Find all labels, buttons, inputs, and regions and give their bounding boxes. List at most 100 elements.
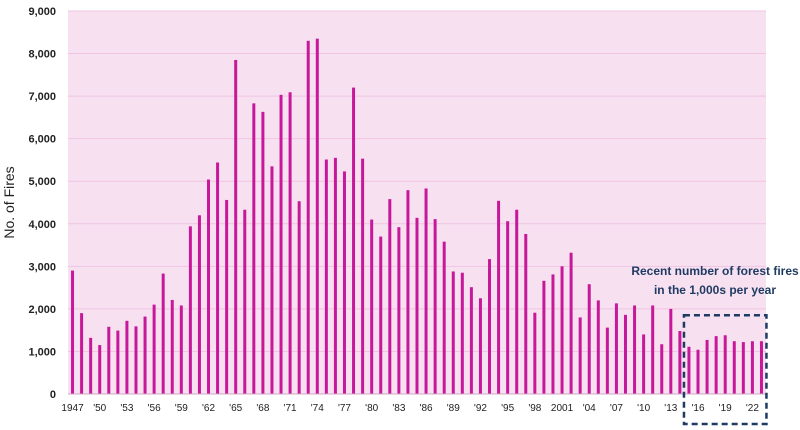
- x-tick-label: '16: [691, 403, 704, 414]
- x-tick-label: '59: [175, 403, 188, 414]
- bar-2003: [578, 317, 582, 394]
- bar-2004: [587, 284, 591, 394]
- bar-1976: [333, 157, 337, 394]
- bar-2021: [741, 342, 745, 394]
- x-tick-label: '83: [392, 403, 405, 414]
- bar-1962: [207, 179, 211, 394]
- y-tick-label: 5,000: [28, 176, 56, 188]
- bar-2022: [750, 341, 754, 394]
- x-tick-label: '04: [583, 403, 596, 414]
- y-axis-tick-labels: 0 1,000 2,000 3,000 4,000 5,000 6,000 7,000 8,00…: [28, 6, 56, 401]
- x-tick-label: '62: [202, 403, 215, 414]
- bar-1974: [315, 38, 319, 394]
- bar-1997: [524, 233, 528, 394]
- bar-1971: [288, 92, 292, 394]
- bar-1956: [152, 304, 156, 394]
- bar-2016: [696, 349, 700, 394]
- bar-1994: [497, 200, 501, 394]
- annotation-line-2: in the 1,000s per year: [654, 283, 776, 297]
- bar-1953: [125, 320, 129, 394]
- x-tick-label: '98: [528, 403, 541, 414]
- bar-1952: [116, 330, 120, 394]
- bar-1990: [460, 272, 464, 394]
- bar-1982: [388, 199, 392, 394]
- x-tick-label: '86: [420, 403, 433, 414]
- bar-1964: [225, 199, 229, 394]
- x-tick-label: '92: [474, 403, 487, 414]
- bar-2013: [669, 308, 673, 394]
- bar-1948: [80, 313, 84, 394]
- bars: [71, 38, 763, 395]
- bar-1965: [234, 59, 238, 394]
- bar-2020: [732, 341, 736, 394]
- x-tick-label: '53: [120, 403, 133, 414]
- x-tick-label: '56: [148, 403, 161, 414]
- bar-1961: [197, 215, 201, 394]
- y-axis-title: No. of Fires: [1, 166, 17, 238]
- bar-1995: [506, 221, 510, 394]
- bar-1950: [98, 345, 102, 394]
- bar-2015: [687, 346, 691, 394]
- bar-1985: [415, 217, 419, 394]
- x-tick-label: '65: [229, 403, 242, 414]
- y-tick-label: 9,000: [28, 6, 56, 18]
- bar-1987: [433, 219, 437, 394]
- bar-1975: [324, 159, 328, 394]
- bar-1954: [134, 326, 138, 394]
- bar-1969: [270, 166, 274, 394]
- y-tick-label: 7,000: [28, 91, 56, 103]
- bar-1978: [352, 87, 356, 394]
- bar-2018: [714, 336, 718, 394]
- bar-2010: [642, 334, 646, 394]
- bar-1957: [161, 273, 165, 394]
- bar-1999: [542, 280, 546, 394]
- x-tick-label: '74: [311, 403, 324, 414]
- bar-1966: [243, 209, 247, 394]
- x-tick-label: '80: [365, 403, 378, 414]
- bar-1984: [406, 190, 410, 394]
- bar-1947: [71, 270, 75, 394]
- x-tick-label: '13: [664, 403, 677, 414]
- bar-1981: [379, 236, 383, 394]
- bar-1991: [469, 287, 473, 394]
- bar-1959: [179, 305, 183, 394]
- bar-1979: [361, 158, 365, 394]
- bar-2019: [723, 335, 727, 394]
- bar-1996: [515, 209, 519, 394]
- x-tick-label: '71: [284, 403, 297, 414]
- bar-1958: [170, 299, 174, 394]
- bar-1986: [424, 188, 428, 394]
- x-axis-tick-labels: 1947 '50 '53 '56 '59 '62 '65 '68 '71 '74 '77 '80 '83…: [61, 403, 759, 414]
- bar-1949: [89, 337, 93, 394]
- bar-2011: [651, 305, 655, 394]
- bar-1977: [342, 171, 346, 394]
- bar-2001: [560, 266, 564, 394]
- y-tick-label: 4,000: [28, 219, 56, 231]
- y-tick-label: 3,000: [28, 261, 56, 273]
- bar-2012: [660, 344, 664, 394]
- bar-1967: [252, 103, 256, 394]
- bar-1955: [143, 316, 147, 394]
- bar-1973: [306, 40, 310, 394]
- recent-years-highlight-box: [682, 314, 768, 426]
- bar-2017: [705, 339, 709, 394]
- x-tick-label: '22: [746, 403, 759, 414]
- y-tick-label: 1,000: [28, 346, 56, 358]
- bar-2009: [633, 305, 637, 394]
- bar-2023: [759, 341, 763, 394]
- bar-1960: [188, 226, 192, 394]
- x-tick-label: '95: [501, 403, 514, 414]
- y-tick-label: 6,000: [28, 134, 56, 146]
- x-tick-label: 1947: [61, 403, 84, 414]
- bar-1972: [297, 201, 301, 394]
- bar-1980: [370, 219, 374, 394]
- annotation-line-1: Recent number of forest fires: [631, 264, 799, 278]
- bar-1992: [478, 298, 482, 394]
- bar-1993: [488, 259, 492, 394]
- bar-2006: [605, 327, 609, 394]
- bar-1970: [279, 94, 283, 394]
- bar-2002: [569, 252, 573, 394]
- bar-2007: [614, 303, 618, 394]
- x-tick-label: '07: [610, 403, 623, 414]
- bar-2005: [596, 300, 600, 394]
